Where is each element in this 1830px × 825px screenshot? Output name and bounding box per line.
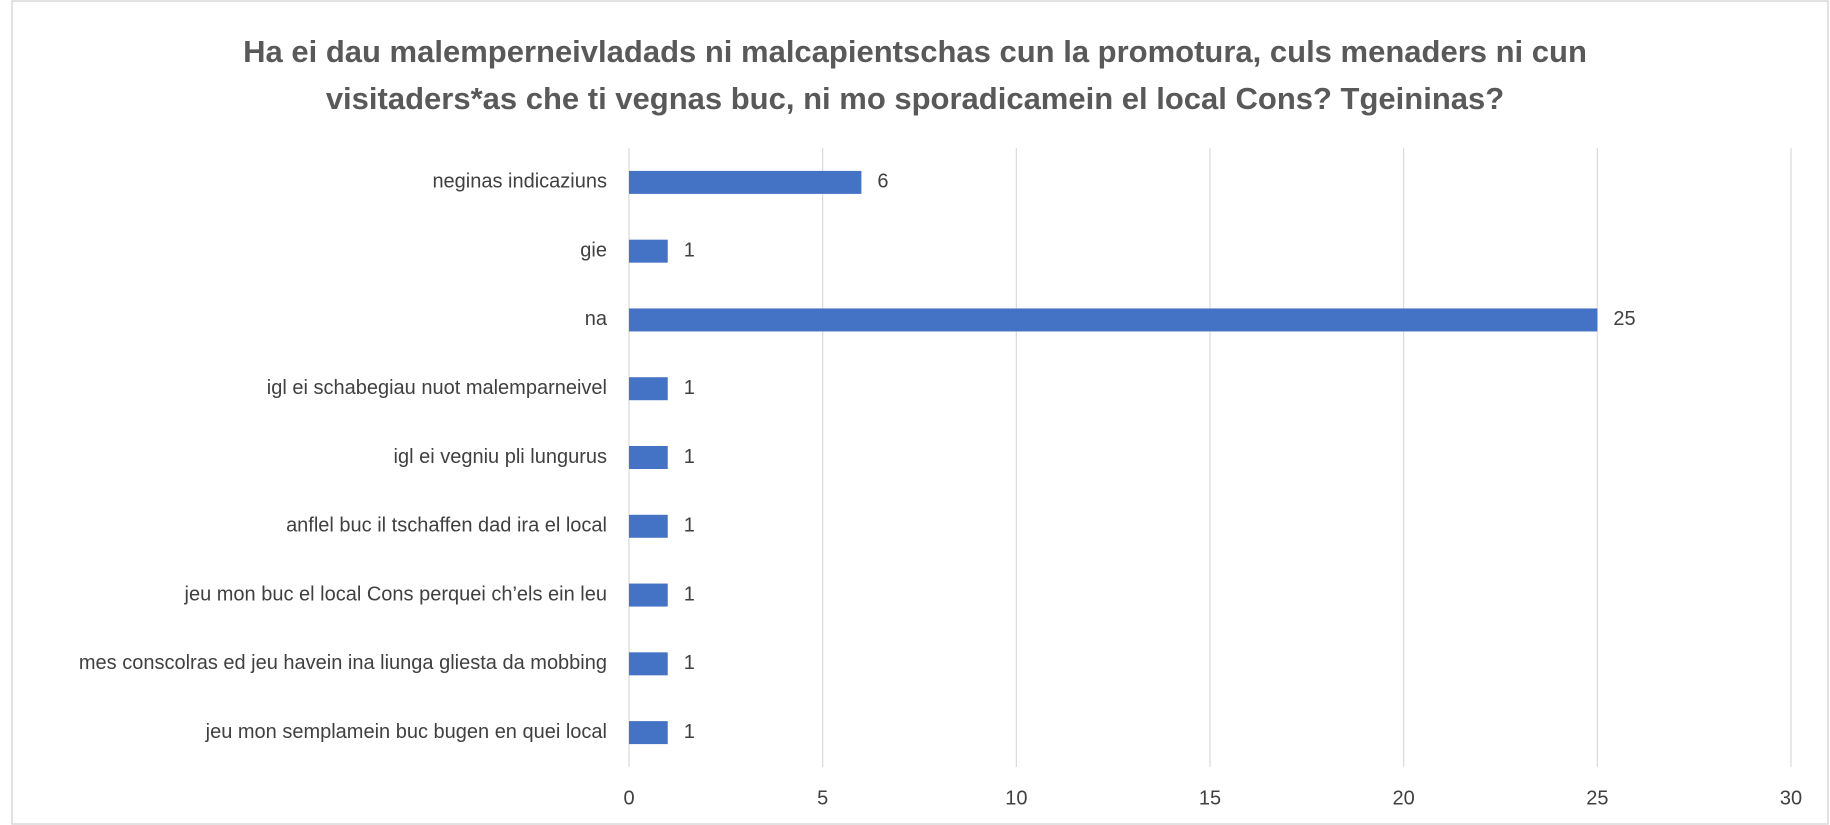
bar	[629, 377, 668, 401]
bar	[629, 721, 668, 745]
data-label: 1	[684, 515, 695, 537]
data-label: 1	[684, 721, 695, 743]
x-tick-label: 20	[1393, 787, 1415, 809]
x-tick-label: 30	[1780, 787, 1802, 809]
y-tick-label: mes conscolras ed jeu havein ina liunga …	[79, 652, 607, 674]
bar	[629, 514, 668, 538]
bar	[629, 308, 1598, 332]
bar	[629, 652, 668, 676]
y-tick-label: gie	[580, 239, 607, 261]
x-tick-label: 10	[1005, 787, 1027, 809]
x-tick-label: 15	[1199, 787, 1221, 809]
data-label: 1	[684, 446, 695, 468]
y-tick-label: jeu mon buc el local Cons perquei ch’els…	[184, 583, 607, 605]
bar	[629, 239, 668, 263]
x-tick-label: 5	[817, 787, 828, 809]
data-label: 1	[684, 377, 695, 399]
x-tick-label: 0	[623, 787, 634, 809]
data-label: 25	[1613, 308, 1635, 330]
data-label: 1	[684, 652, 695, 674]
bar	[629, 583, 668, 607]
y-tick-label: igl ei vegniu pli lungurus	[394, 446, 607, 468]
data-label: 1	[684, 583, 695, 605]
y-tick-label: na	[585, 308, 608, 330]
bar	[629, 446, 668, 469]
y-tick-label: neginas indicaziuns	[432, 171, 607, 193]
x-tick-label: 25	[1586, 787, 1608, 809]
y-tick-label: anflel buc il tschaffen dad ira el local	[286, 515, 607, 537]
data-label: 1	[684, 239, 695, 261]
bar	[629, 170, 862, 194]
data-label: 6	[877, 171, 888, 193]
y-tick-label: igl ei schabegiau nuot malemparneivel	[267, 377, 607, 399]
chart-title: Ha ei dau malemperneivladads ni malcapie…	[243, 34, 1587, 116]
y-tick-label: jeu mon semplamein buc bugen en quei loc…	[205, 721, 607, 743]
chart-border	[11, 0, 1829, 825]
